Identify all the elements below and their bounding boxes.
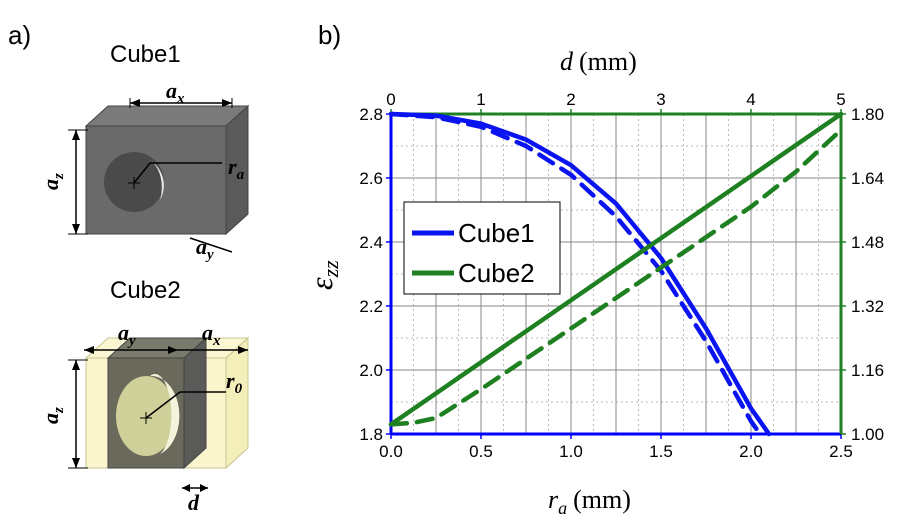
series-cube1-dashed-line xyxy=(388,111,763,437)
left-tick-label: 2.6 xyxy=(359,169,383,188)
panel-a-label: a) xyxy=(8,20,31,50)
top-tick-label: 3 xyxy=(656,90,665,109)
cube1-title: Cube1 xyxy=(110,41,181,68)
cube1-ax-label: ax xyxy=(166,78,185,107)
right-tick-label: 1.32 xyxy=(851,297,884,316)
series-cube2-solid-line xyxy=(388,111,844,427)
left-tick-label: 1.8 xyxy=(359,425,383,444)
legend-box xyxy=(403,201,561,295)
cube2-ay-label: ay xyxy=(118,320,136,349)
legend-label-cube1: Cube1 xyxy=(458,218,535,248)
cube2-title: Cube2 xyxy=(110,277,181,304)
right-tick-label: 1.16 xyxy=(851,361,884,380)
top-tick-label: 2 xyxy=(566,90,575,109)
top-tick-label: 5 xyxy=(836,90,845,109)
left-tick-label: 2.2 xyxy=(359,297,383,316)
bottom-tick-label: 0.0 xyxy=(379,442,403,461)
cube2-illustration xyxy=(68,336,250,492)
cube1-illustration xyxy=(68,98,250,253)
cube1-az-label: az xyxy=(38,173,67,190)
top-tick-label: 0 xyxy=(386,90,395,109)
left-tick-label: 2.0 xyxy=(359,361,383,380)
left-tick-label: 2.4 xyxy=(359,233,383,252)
legend: Cube1 Cube2 xyxy=(403,201,561,295)
top-tick-label: 1 xyxy=(476,90,485,109)
bottom-axis-title: ra (mm) xyxy=(548,485,631,518)
legend-label-cube2: Cube2 xyxy=(458,258,535,288)
bottom-tick-label: 2.5 xyxy=(829,442,853,461)
right-tick-label: 1.80 xyxy=(851,105,884,124)
cube1-r-label: ra xyxy=(228,154,245,183)
right-tick-label: 1.64 xyxy=(851,169,884,188)
plot-area: 0.0 0.5 1.0 1.5 2.0 2.5 0 1 2 3 4 5 1.8 2.0 2.2 2.4 2.6 2… xyxy=(359,90,884,461)
left-axis-title: εzz xyxy=(303,260,343,290)
top-tick-label: 4 xyxy=(746,90,755,109)
series-cube2-dashed-line xyxy=(388,127,844,427)
cube2-ax-label: ax xyxy=(202,320,221,349)
top-axis-title: d (mm) xyxy=(560,47,637,76)
bottom-tick-label: 1.5 xyxy=(649,442,673,461)
bottom-tick-label: 2.0 xyxy=(739,442,763,461)
series-cube1-solid-line xyxy=(388,111,772,437)
right-tick-label: 1.00 xyxy=(851,425,884,444)
cube1-ay-label: ay xyxy=(196,234,214,263)
bottom-tick-label: 0.5 xyxy=(469,442,493,461)
cube2-d-label: d xyxy=(188,490,200,515)
right-tick-label: 1.48 xyxy=(851,233,884,252)
cube2-az-label: az xyxy=(38,407,67,424)
cube2-r-label: r0 xyxy=(226,368,243,397)
bottom-tick-label: 1.0 xyxy=(559,442,583,461)
left-tick-label: 2.8 xyxy=(359,105,383,124)
panel-b-label: b) xyxy=(318,20,341,50)
